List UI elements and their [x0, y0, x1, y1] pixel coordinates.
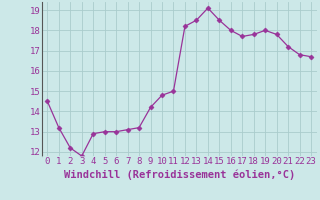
X-axis label: Windchill (Refroidissement éolien,°C): Windchill (Refroidissement éolien,°C): [64, 169, 295, 180]
